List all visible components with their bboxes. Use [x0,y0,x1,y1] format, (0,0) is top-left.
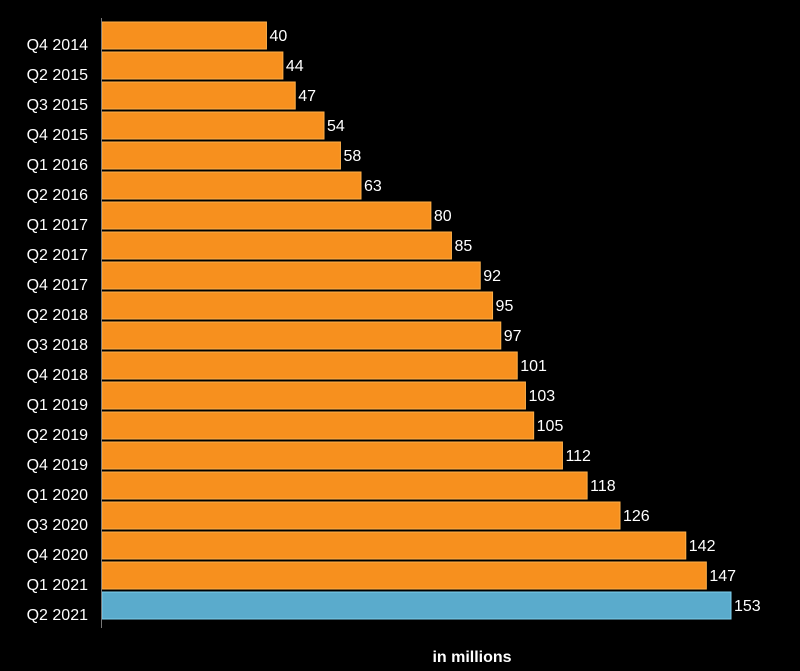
category-label: Q4 2020 [27,547,88,564]
bar-q4-2015 [101,111,325,140]
value-label: 118 [590,478,616,495]
bar-q2-2018 [101,291,494,320]
x-axis-label: in millions [432,649,511,666]
value-label: 103 [528,388,555,405]
value-label: 101 [520,358,547,375]
bar-q1-2020 [101,471,588,500]
bar-q4-2019 [101,441,563,470]
category-label: Q2 2018 [27,307,88,324]
bar-q2-2016 [101,171,362,200]
category-label: Q4 2015 [27,127,88,144]
value-label: 54 [327,118,345,135]
value-label: 63 [364,178,382,195]
category-label: Q2 2021 [27,607,88,624]
category-label: Q1 2019 [27,397,88,414]
value-label: 126 [623,508,650,525]
bar-q2-2021 [101,591,732,620]
bar-q3-2020 [101,501,621,530]
bar-q4-2020 [101,531,687,560]
value-label: 112 [565,448,591,465]
value-label: 80 [434,208,452,225]
category-label: Q1 2016 [27,157,88,174]
category-label: Q4 2014 [27,37,88,54]
category-label: Q1 2021 [27,577,88,594]
bar-q4-2018 [101,351,518,380]
value-label: 92 [483,268,501,285]
value-label: 153 [734,598,761,615]
value-label: 85 [454,238,472,255]
bar-q4-2017 [101,261,481,290]
value-label: 58 [343,148,361,165]
category-label: Q3 2015 [27,97,88,114]
category-label: Q3 2020 [27,517,88,534]
bar-q1-2019 [101,381,526,410]
category-label: Q3 2018 [27,337,88,354]
category-label: Q2 2017 [27,247,88,264]
bar-q2-2015 [101,51,284,80]
value-label: 97 [504,328,522,345]
value-label: 105 [537,418,564,435]
bar-q1-2021 [101,561,707,590]
bar-q1-2016 [101,141,341,170]
bar-q3-2015 [101,81,296,110]
category-label: Q2 2019 [27,427,88,444]
bar-q1-2017 [101,201,432,230]
category-label: Q2 2016 [27,187,88,204]
value-label: 142 [689,538,716,555]
bar-q3-2018 [101,321,502,350]
category-label: Q1 2020 [27,487,88,504]
category-label: Q1 2017 [27,217,88,234]
category-label: Q4 2018 [27,367,88,384]
category-label: Q4 2019 [27,457,88,474]
category-label: Q2 2015 [27,67,88,84]
value-label: 47 [298,88,316,105]
category-label: Q4 2017 [27,277,88,294]
bar-q2-2019 [101,411,535,440]
bar-q2-2017 [101,231,452,260]
value-label: 44 [286,58,304,75]
value-label: 95 [496,298,514,315]
bar-q4-2014 [101,21,267,50]
value-label: 40 [269,28,287,45]
value-label: 147 [709,568,736,585]
